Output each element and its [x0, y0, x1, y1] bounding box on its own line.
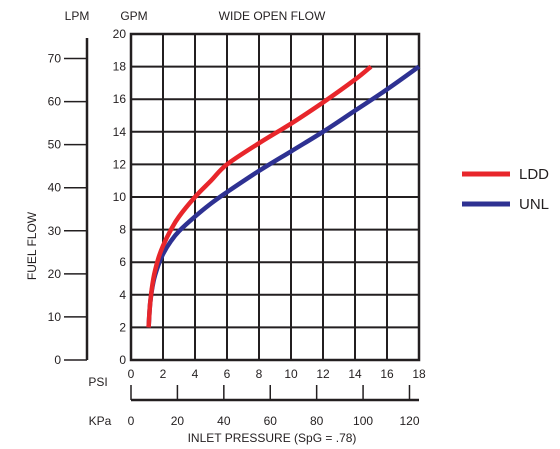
legend-label-unl: UNL: [519, 196, 549, 213]
legend-label-ldd: LDD: [519, 166, 549, 183]
psi-tick-label: 6: [224, 367, 231, 381]
gpm-tick-label: 4: [119, 288, 126, 302]
psi-tick-label: 10: [284, 367, 298, 381]
legend: LDD UNL: [462, 166, 549, 213]
psi-unit-label: PSI: [88, 375, 107, 389]
psi-tick-label: 12: [316, 367, 330, 381]
lpm-tick-label: 10: [48, 310, 62, 324]
gpm-tick-label: 12: [113, 157, 127, 171]
lpm-tick-label: 20: [48, 267, 62, 281]
lpm-tick-label: 60: [48, 95, 62, 109]
lpm-tick-label: 70: [48, 52, 62, 66]
kpa-tick-label: 20: [171, 414, 185, 428]
psi-tick-label: 0: [128, 367, 135, 381]
lpm-unit-label: LPM: [65, 9, 90, 23]
series-lines: [146, 64, 421, 328]
psi-tick-label: 18: [412, 367, 426, 381]
kpa-tick-label: 40: [217, 414, 231, 428]
lpm-tick-label: 40: [48, 181, 62, 195]
lpm-tick-label: 50: [48, 138, 62, 152]
y-axis-label: FUEL FLOW: [25, 211, 39, 280]
series-line-ldd: [146, 64, 373, 328]
kpa-tick-label: 100: [353, 414, 373, 428]
gpm-tick-label: 6: [119, 255, 126, 269]
psi-tick-label: 16: [380, 367, 394, 381]
gpm-tick-label: 14: [113, 125, 127, 139]
gpm-tick-label: 0: [119, 353, 126, 367]
kpa-unit-label: KPa: [89, 414, 112, 428]
grid: [129, 32, 421, 362]
gpm-tick-label: 20: [113, 27, 127, 41]
kpa-tick-label: 80: [310, 414, 324, 428]
gpm-tick-label: 18: [113, 60, 127, 74]
psi-tick-label: 14: [348, 367, 362, 381]
psi-tick-label: 8: [256, 367, 263, 381]
gpm-tick-label: 2: [119, 320, 126, 334]
gpm-tick-label: 16: [113, 92, 127, 106]
kpa-tick-label: 120: [399, 414, 419, 428]
gpm-unit-label: GPM: [120, 9, 147, 23]
lpm-tick-label: 0: [54, 353, 61, 367]
psi-tick-label: 2: [160, 367, 167, 381]
kpa-tick-label: 60: [264, 414, 278, 428]
gpm-tick-label: 10: [113, 190, 127, 204]
kpa-tick-label: 0: [128, 414, 135, 428]
x-axis-label: INLET PRESSURE (SpG = .78): [188, 431, 357, 445]
lpm-tick-label: 30: [48, 224, 62, 238]
plot-border: [129, 32, 421, 362]
gpm-tick-label: 8: [119, 223, 126, 237]
axes: 0 2 4 6 8 10 12 14 16 18 20 0 10 20 30 40 50 60 70 0 2 4 6 8 10 1…: [48, 27, 426, 428]
psi-tick-label: 4: [192, 367, 199, 381]
chart-title: WIDE OPEN FLOW: [219, 9, 326, 23]
